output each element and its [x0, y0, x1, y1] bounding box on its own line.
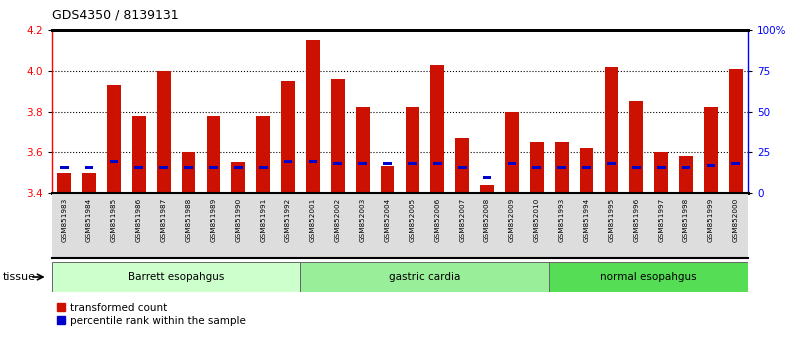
Text: tissue: tissue: [2, 272, 35, 282]
Legend: transformed count, percentile rank within the sample: transformed count, percentile rank withi…: [57, 303, 247, 326]
Bar: [482, 176, 491, 179]
Text: GSM851989: GSM851989: [210, 198, 217, 242]
Text: GSM852007: GSM852007: [459, 198, 465, 242]
Text: GSM851991: GSM851991: [260, 198, 266, 242]
Bar: [60, 166, 68, 169]
Bar: [301, 262, 549, 292]
Text: GSM852008: GSM852008: [484, 198, 490, 242]
Bar: [607, 161, 616, 165]
Bar: [508, 161, 517, 165]
Bar: [84, 166, 93, 169]
Bar: [383, 161, 392, 165]
Text: GSM851997: GSM851997: [658, 198, 664, 242]
Text: GSM851984: GSM851984: [86, 198, 92, 242]
Bar: [110, 160, 119, 163]
Bar: [729, 69, 743, 193]
Bar: [52, 262, 301, 292]
Bar: [458, 166, 466, 169]
Bar: [209, 166, 218, 169]
Bar: [181, 152, 195, 193]
Text: gastric cardia: gastric cardia: [389, 272, 461, 282]
Text: GSM851995: GSM851995: [608, 198, 615, 242]
Bar: [679, 156, 693, 193]
Text: GSM851988: GSM851988: [185, 198, 192, 242]
Text: GSM852009: GSM852009: [509, 198, 515, 242]
Text: GSM852002: GSM852002: [335, 198, 341, 242]
Text: GDS4350 / 8139131: GDS4350 / 8139131: [52, 9, 178, 22]
Bar: [331, 79, 345, 193]
Bar: [732, 161, 740, 165]
Bar: [135, 166, 143, 169]
Text: GSM851994: GSM851994: [583, 198, 590, 242]
Bar: [380, 166, 394, 193]
Bar: [555, 142, 568, 193]
Bar: [358, 161, 367, 165]
Bar: [533, 166, 541, 169]
Bar: [309, 160, 318, 163]
Bar: [549, 262, 748, 292]
Bar: [630, 101, 643, 193]
Bar: [579, 148, 593, 193]
Bar: [408, 161, 417, 165]
Text: GSM851999: GSM851999: [708, 198, 714, 242]
Bar: [505, 112, 519, 193]
Bar: [259, 166, 267, 169]
Bar: [334, 161, 342, 165]
Bar: [306, 40, 320, 193]
Bar: [433, 161, 442, 165]
Bar: [356, 107, 369, 193]
Bar: [283, 160, 292, 163]
Bar: [530, 142, 544, 193]
Bar: [406, 107, 419, 193]
Bar: [281, 81, 295, 193]
Text: GSM851998: GSM851998: [683, 198, 689, 242]
Text: GSM852000: GSM852000: [733, 198, 739, 242]
Bar: [557, 166, 566, 169]
Text: GSM852006: GSM852006: [435, 198, 440, 242]
Text: Barrett esopahgus: Barrett esopahgus: [128, 272, 224, 282]
Bar: [582, 166, 591, 169]
Bar: [704, 107, 718, 193]
Bar: [632, 166, 641, 169]
Bar: [431, 65, 444, 193]
Text: GSM851987: GSM851987: [161, 198, 166, 242]
Bar: [232, 162, 245, 193]
Bar: [455, 138, 469, 193]
Bar: [654, 152, 668, 193]
Bar: [681, 166, 690, 169]
Text: GSM852010: GSM852010: [534, 198, 540, 242]
Text: normal esopahgus: normal esopahgus: [600, 272, 697, 282]
Bar: [234, 166, 243, 169]
Bar: [256, 115, 270, 193]
Text: GSM852005: GSM852005: [409, 198, 416, 242]
Text: GSM851992: GSM851992: [285, 198, 291, 242]
Bar: [207, 115, 220, 193]
Bar: [82, 172, 96, 193]
Text: GSM851996: GSM851996: [634, 198, 639, 242]
Text: GSM852004: GSM852004: [384, 198, 391, 242]
Bar: [57, 172, 71, 193]
Text: GSM851985: GSM851985: [111, 198, 117, 242]
Text: GSM851983: GSM851983: [61, 198, 67, 242]
Bar: [707, 164, 716, 167]
Bar: [657, 166, 665, 169]
Text: GSM851986: GSM851986: [136, 198, 142, 242]
Text: GSM852003: GSM852003: [360, 198, 365, 242]
Bar: [132, 115, 146, 193]
Bar: [107, 85, 121, 193]
Bar: [159, 166, 168, 169]
Bar: [157, 71, 170, 193]
Bar: [184, 166, 193, 169]
Text: GSM851993: GSM851993: [559, 198, 564, 242]
Bar: [605, 67, 618, 193]
Text: GSM852001: GSM852001: [310, 198, 316, 242]
Text: GSM851990: GSM851990: [236, 198, 241, 242]
Bar: [480, 185, 494, 193]
